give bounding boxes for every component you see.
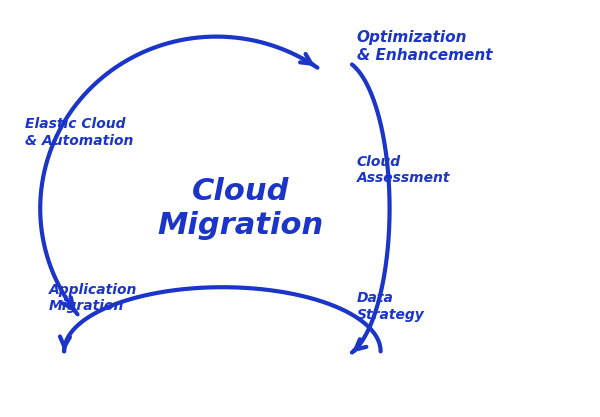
Text: Cloud
Assessment: Cloud Assessment: [357, 155, 450, 185]
Text: Data
Strategy: Data Strategy: [357, 291, 424, 322]
Text: Cloud
Migration: Cloud Migration: [157, 177, 323, 240]
Text: Elastic Cloud
& Automation: Elastic Cloud & Automation: [25, 117, 134, 148]
Text: Optimization
& Enhancement: Optimization & Enhancement: [357, 30, 492, 63]
Text: Application
Migration: Application Migration: [49, 283, 137, 313]
